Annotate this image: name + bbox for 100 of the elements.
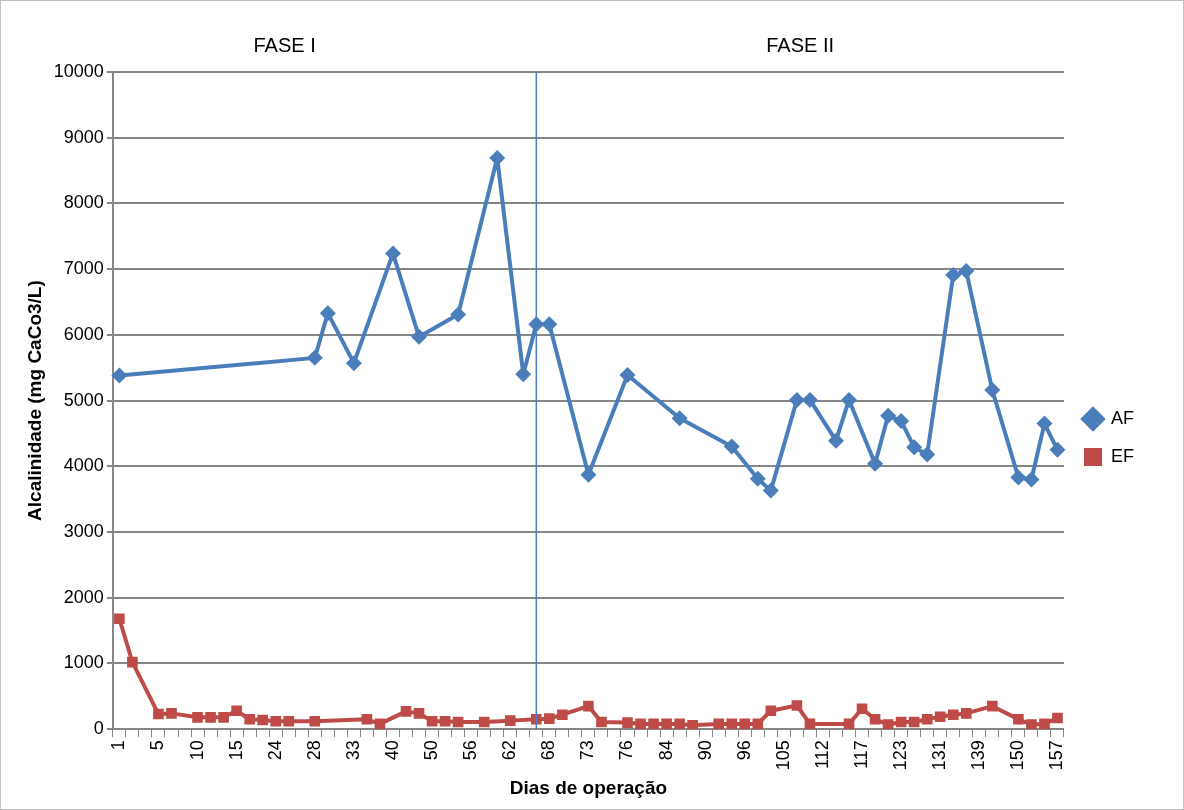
text: FASE I — [253, 33, 316, 56]
point — [856, 703, 868, 715]
point — [515, 366, 532, 383]
point — [619, 366, 636, 383]
point — [345, 355, 362, 372]
point — [244, 714, 255, 725]
point — [687, 719, 698, 730]
point — [788, 391, 805, 408]
point — [1036, 415, 1053, 432]
point — [450, 306, 467, 323]
x-tick-label: 56 — [460, 740, 481, 761]
point — [958, 263, 975, 280]
point — [947, 709, 959, 721]
point — [400, 706, 412, 717]
x-tick-label: 40 — [381, 740, 402, 761]
y-tick-label: 0 — [93, 718, 104, 739]
point — [1013, 714, 1024, 725]
point — [960, 708, 972, 719]
point — [987, 700, 998, 712]
point — [671, 410, 688, 427]
y-tick-label: 7000 — [63, 258, 104, 279]
x-tick-label: 24 — [264, 740, 285, 761]
point — [893, 412, 910, 429]
legend-label: EF — [1111, 445, 1135, 466]
point — [166, 708, 177, 719]
x-tick-label: 105 — [772, 740, 793, 771]
point — [557, 709, 568, 721]
point — [869, 714, 881, 725]
point — [791, 700, 803, 711]
point — [762, 482, 779, 499]
point — [257, 714, 268, 726]
y-tick-label: 3000 — [63, 520, 104, 541]
point — [749, 470, 766, 487]
point — [361, 714, 373, 725]
x-tick-label: 150 — [1007, 740, 1028, 771]
point — [919, 446, 936, 463]
x-tick-label: 157 — [1046, 740, 1067, 771]
point — [218, 712, 229, 723]
point — [765, 705, 777, 717]
point — [531, 714, 542, 725]
point — [309, 715, 321, 727]
x-axis-title: Dias de operação — [509, 776, 668, 798]
point — [622, 717, 633, 728]
y-tick-label: 5000 — [63, 389, 104, 410]
legend-label: AF — [1111, 407, 1135, 428]
point — [841, 391, 858, 408]
x-tick-label: 15 — [225, 740, 246, 761]
x-tick-label: 5 — [147, 740, 168, 751]
point — [906, 439, 923, 456]
x-tick-label: 90 — [694, 740, 715, 761]
point — [1039, 718, 1050, 730]
point — [192, 712, 203, 723]
point — [1026, 719, 1037, 730]
x-tick-label: 33 — [342, 740, 363, 761]
y-tick-label: 10000 — [53, 60, 104, 81]
y-tick-label: 6000 — [63, 323, 104, 344]
x-tick-label: 139 — [968, 740, 989, 771]
y-tick-label: 8000 — [63, 192, 104, 213]
point — [867, 455, 884, 472]
x-tick-label: 50 — [421, 740, 442, 761]
point — [1052, 712, 1063, 724]
x-tick-label: 76 — [616, 740, 637, 761]
x-tick-label: 96 — [733, 740, 754, 761]
x-tick-label: 10 — [186, 740, 207, 761]
point — [921, 714, 933, 725]
x-tick-label: 62 — [499, 740, 520, 761]
point — [596, 716, 607, 728]
point — [674, 718, 685, 730]
point — [934, 711, 946, 722]
x-tick-label: 84 — [655, 740, 676, 761]
point — [648, 718, 659, 730]
point — [580, 466, 597, 483]
x-tick-label: 68 — [538, 740, 559, 761]
point — [111, 367, 128, 384]
point — [1023, 471, 1040, 488]
point — [541, 316, 558, 333]
point — [384, 245, 401, 262]
point — [583, 700, 594, 712]
y-tick-label: 4000 — [63, 455, 104, 476]
y-axis-title: Alcalinidade (mg CaCo3/L) — [23, 280, 45, 521]
x-tick-label: 131 — [929, 740, 950, 771]
point — [726, 718, 738, 730]
point — [439, 715, 451, 727]
x-tick-label: 117 — [851, 740, 872, 769]
point — [945, 267, 962, 284]
point — [1010, 469, 1027, 486]
point — [306, 349, 323, 366]
point — [713, 718, 725, 730]
point — [127, 656, 138, 668]
point — [984, 382, 1001, 399]
point — [205, 712, 216, 723]
x-tick-label: 73 — [577, 740, 598, 761]
point — [231, 705, 242, 717]
point — [114, 613, 125, 625]
x-tick-label: 1 — [108, 740, 129, 751]
point — [153, 708, 164, 720]
point — [882, 719, 894, 730]
point — [739, 718, 751, 730]
y-tick-label: 9000 — [63, 126, 104, 147]
point — [827, 432, 844, 449]
